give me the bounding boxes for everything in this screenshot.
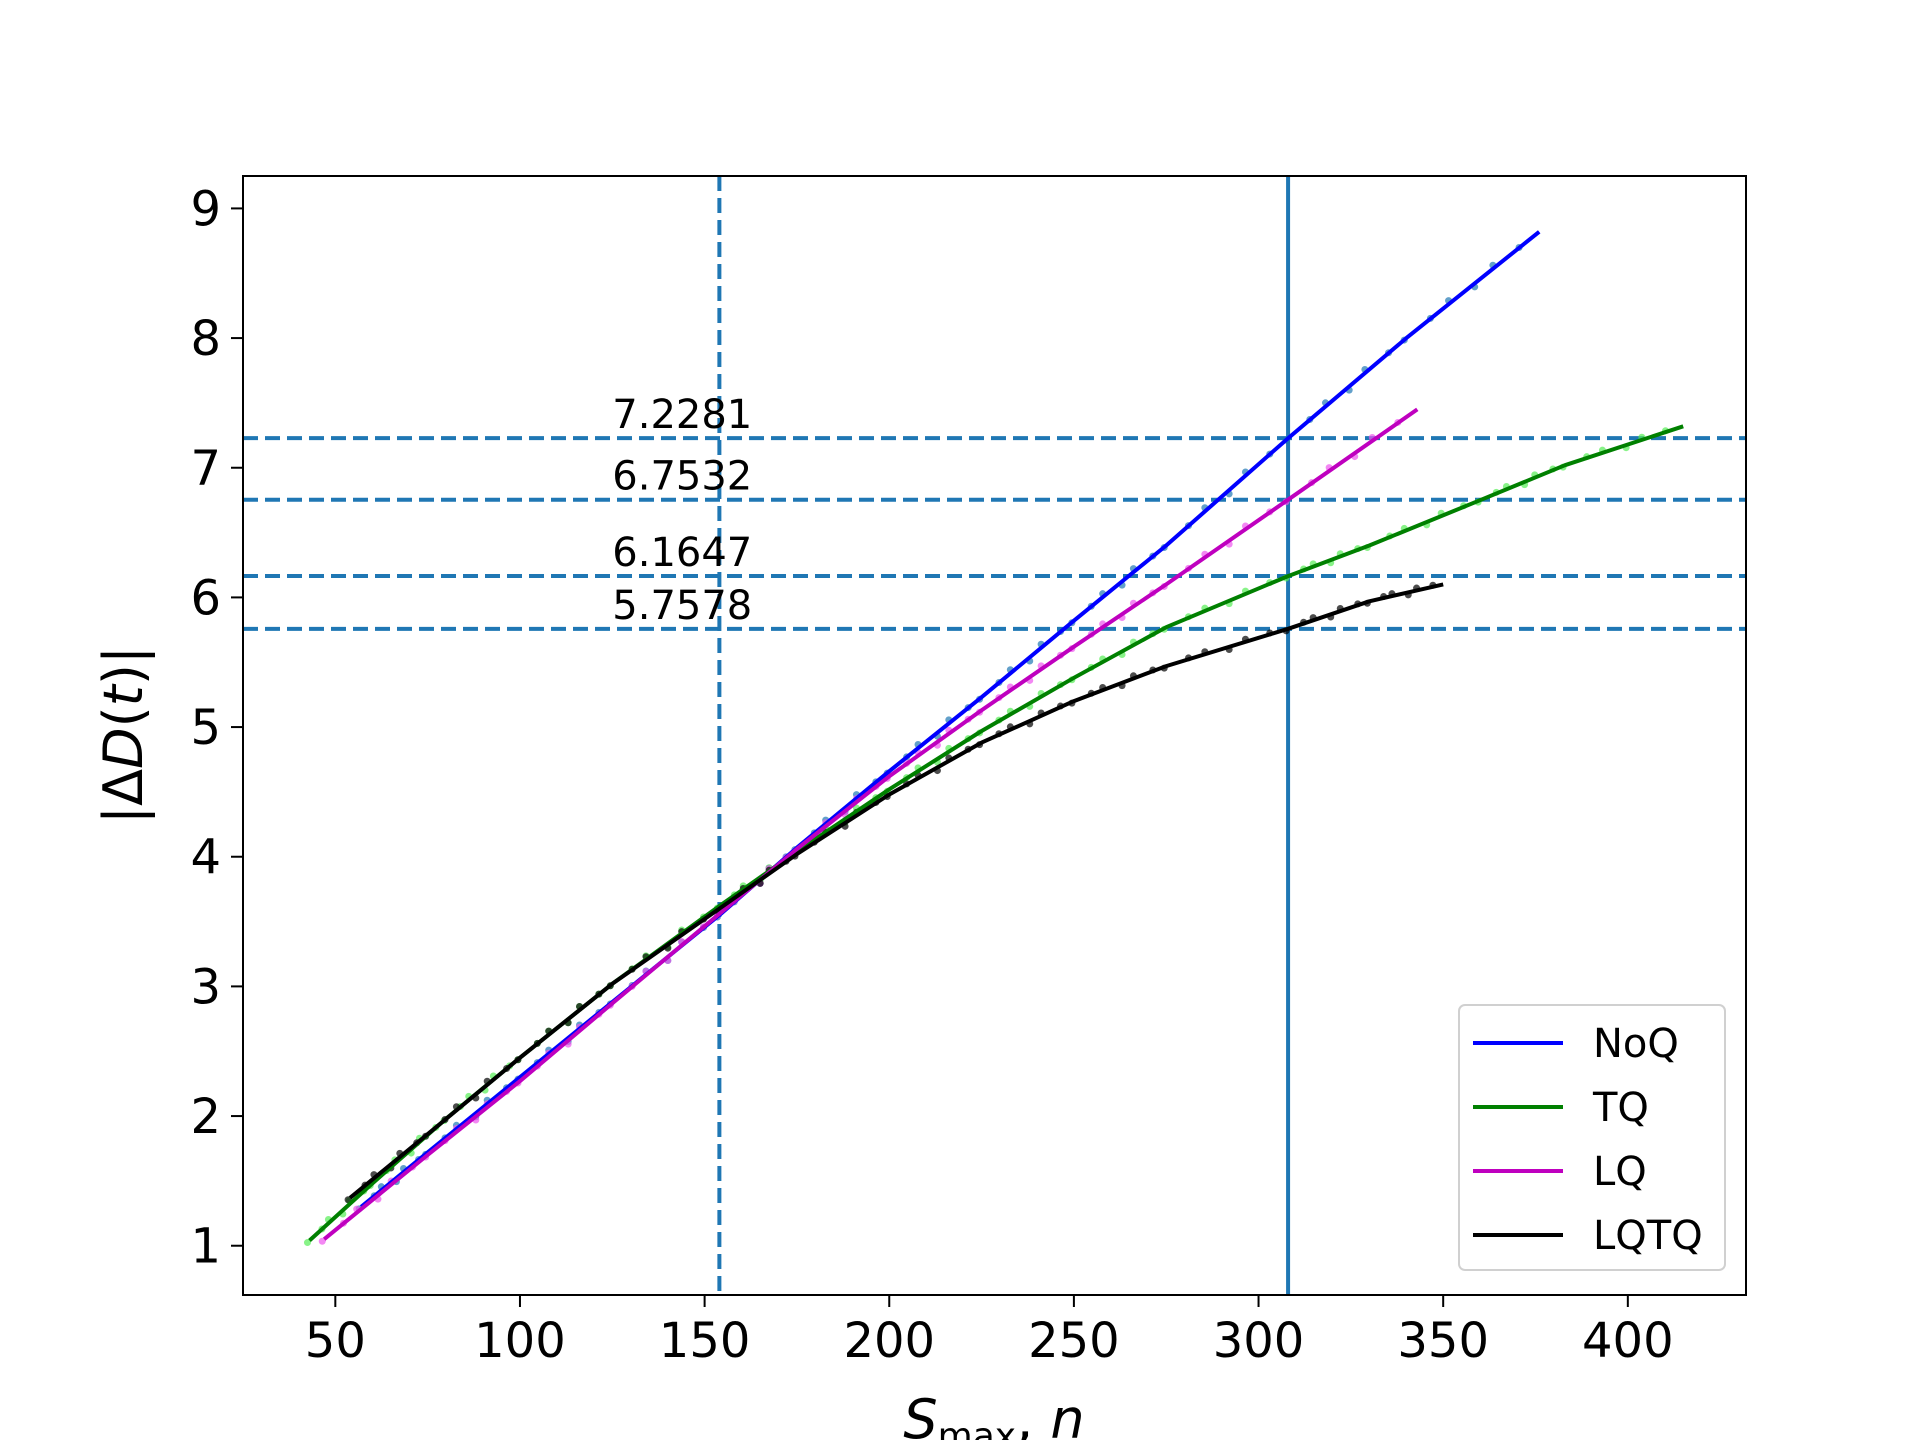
series-line-lqtq — [348, 582, 1444, 1200]
x-tick-label: 200 — [843, 1313, 935, 1369]
series-line-lq — [322, 407, 1419, 1241]
hline-label-1: 6.7532 — [612, 454, 752, 500]
legend-label-tq: TQ — [1592, 1085, 1649, 1131]
y-tick-label: 7 — [190, 441, 221, 497]
x-tick-label: 300 — [1213, 1313, 1305, 1369]
legend-box — [1458, 1004, 1726, 1271]
point-tq — [303, 1239, 311, 1247]
legend: NoQ TQ LQ LQTQ — [1458, 1004, 1726, 1271]
y-tick-label: 2 — [190, 1089, 221, 1145]
y-tick-label: 3 — [190, 959, 221, 1015]
legend-label-lqtq: LQTQ — [1593, 1213, 1703, 1259]
hline-label-2: 6.1647 — [612, 530, 752, 576]
x-axis-label: Smax, n — [903, 1388, 1084, 1440]
legend-label-noq: NoQ — [1593, 1021, 1679, 1067]
plot-frame — [242, 175, 1747, 1296]
y-axis-label: |ΔD(t)| — [92, 646, 155, 824]
legend-label-lq: LQ — [1593, 1149, 1647, 1195]
y-tick-label: 9 — [190, 181, 221, 237]
x-tick-label: 50 — [305, 1313, 366, 1369]
hline-label-3: 5.7578 — [612, 583, 752, 629]
x-tick-label: 100 — [474, 1313, 566, 1369]
y-tick-label: 5 — [190, 700, 221, 756]
x-tick-label: 150 — [659, 1313, 751, 1369]
series-line-noq — [359, 230, 1541, 1209]
y-tick-label: 4 — [190, 830, 221, 886]
hline-label-0: 7.2281 — [612, 392, 752, 438]
x-tick-label: 350 — [1397, 1313, 1489, 1369]
x-tick-label: 250 — [1028, 1313, 1120, 1369]
y-tick-label: 6 — [190, 570, 221, 626]
y-tick-label: 8 — [190, 311, 221, 367]
x-tick-label: 400 — [1582, 1313, 1674, 1369]
point-lq — [318, 1237, 326, 1245]
y-tick-label: 1 — [190, 1219, 221, 1275]
